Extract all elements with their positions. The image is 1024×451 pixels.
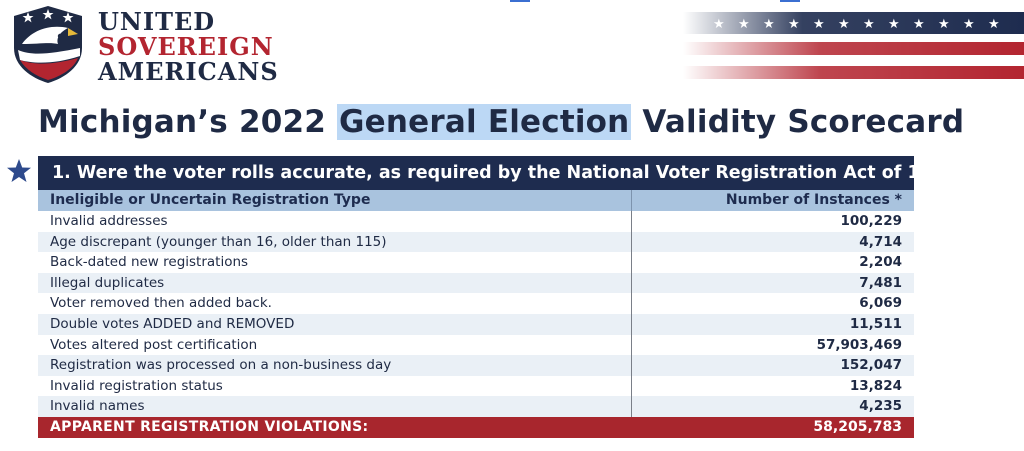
row-type: Invalid addresses <box>38 211 632 232</box>
svg-text:★: ★ <box>813 17 825 32</box>
title-highlighted-text[interactable]: General Election <box>337 104 632 140</box>
row-count: 13,824 <box>849 377 902 394</box>
table-row: Invalid addresses 100,229 <box>38 211 914 232</box>
svg-text:★: ★ <box>963 17 975 32</box>
svg-text:★: ★ <box>838 17 850 32</box>
row-type: Invalid names <box>38 396 632 417</box>
row-type: Votes altered post certification <box>38 334 632 356</box>
organization-logo: UNITED SOVEREIGN AMERICANS <box>10 4 280 86</box>
row-count: 6,069 <box>859 295 902 312</box>
row-count: 11,511 <box>849 315 902 332</box>
row-count: 7,481 <box>859 274 902 291</box>
header-count: Number of Instances * <box>725 192 902 208</box>
svg-text:★: ★ <box>863 17 875 32</box>
row-type: Registration was processed on a non-busi… <box>38 355 632 376</box>
row-type: Double votes ADDED and REMOVED <box>38 313 632 335</box>
registration-table: Ineligible or Uncertain Registration Typ… <box>38 190 914 438</box>
row-type: Age discrepant (younger than 16, older t… <box>38 231 632 253</box>
table-row: Voter removed then added back. 6,069 <box>38 293 914 314</box>
table-row: Back-dated new registrations 2,204 <box>38 252 914 273</box>
logo-line-americans: AMERICANS <box>98 57 279 86</box>
table-row: Invalid names 4,235 <box>38 396 914 417</box>
svg-text:★: ★ <box>738 17 750 32</box>
row-type: Voter removed then added back. <box>38 293 632 314</box>
top-edge-strip <box>510 0 800 2</box>
row-type: Invalid registration status <box>38 375 632 397</box>
svg-text:★: ★ <box>713 17 725 32</box>
page-title: Michigan’s 2022 General Election Validit… <box>38 104 964 140</box>
svg-text:★: ★ <box>888 17 900 32</box>
table-body: Invalid addresses 100,229 Age discrepant… <box>38 211 914 417</box>
logo-line-united: UNITED <box>98 7 216 36</box>
total-value: 58,205,783 <box>813 418 902 435</box>
table-row: Age discrepant (younger than 16, older t… <box>38 231 914 253</box>
row-count: 57,903,469 <box>816 336 902 353</box>
row-type: Illegal duplicates <box>38 272 632 294</box>
table-row: Double votes ADDED and REMOVED 11,511 <box>38 313 914 335</box>
table-row: Registration was processed on a non-busi… <box>38 355 914 376</box>
table-row: Invalid registration status 13,824 <box>38 375 914 397</box>
svg-text:★: ★ <box>788 17 800 32</box>
row-count: 4,714 <box>859 233 902 250</box>
question-heading: 1. Were the voter rolls accurate, as req… <box>38 156 966 190</box>
title-part-2: Validity Scorecard <box>631 104 965 140</box>
row-count: 152,047 <box>840 357 903 374</box>
row-count: 2,204 <box>859 254 902 271</box>
logo-line-sovereign: SOVEREIGN <box>98 32 274 61</box>
star-bullet-icon <box>7 159 31 182</box>
svg-text:★: ★ <box>763 17 775 32</box>
row-type: Back-dated new registrations <box>38 252 632 273</box>
table-row: Votes altered post certification 57,903,… <box>38 334 914 356</box>
header-type: Ineligible or Uncertain Registration Typ… <box>38 190 632 211</box>
table-row: Illegal duplicates 7,481 <box>38 272 914 294</box>
svg-text:★: ★ <box>913 17 925 32</box>
title-part-1: Michigan’s 2022 <box>38 104 338 140</box>
logo-wordmark: UNITED SOVEREIGN AMERICANS <box>98 10 279 84</box>
row-count: 4,235 <box>859 398 902 415</box>
total-row: APPARENT REGISTRATION VIOLATIONS: 58,205… <box>38 416 914 438</box>
eagle-emblem-icon <box>14 6 82 83</box>
flag-stripes-decoration: ★ ★ ★ ★ ★ ★ ★ ★ ★ ★ ★ ★ <box>683 12 1024 79</box>
table-header: Ineligible or Uncertain Registration Typ… <box>38 190 914 211</box>
svg-text:★: ★ <box>988 17 1000 32</box>
row-count: 100,229 <box>840 213 903 229</box>
svg-text:★: ★ <box>938 17 950 32</box>
total-label: APPARENT REGISTRATION VIOLATIONS: <box>50 418 369 435</box>
